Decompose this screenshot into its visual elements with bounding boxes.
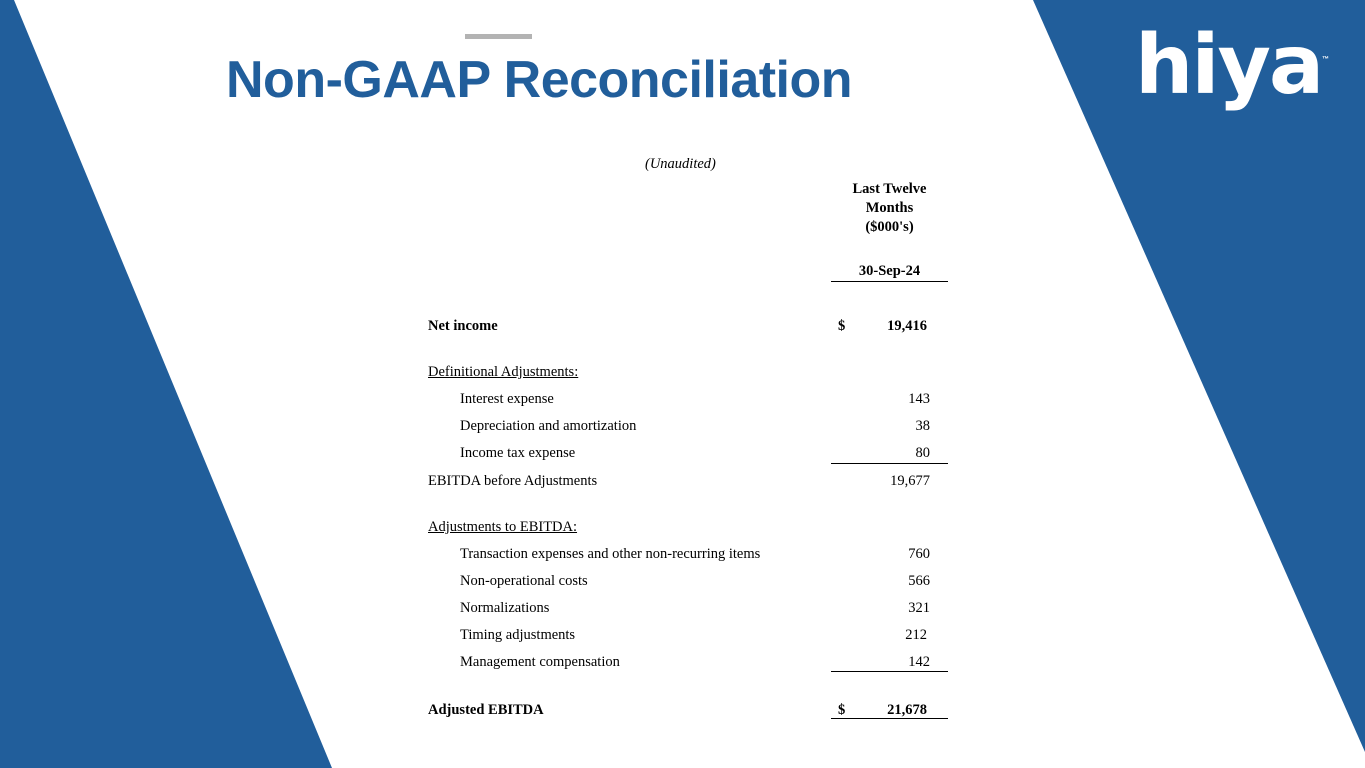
net-income-currency: $: [838, 318, 846, 334]
left-blue-shape: [0, 0, 332, 768]
row-label: Income tax expense: [460, 445, 576, 461]
adjusted-ebitda-value: 21,678: [887, 702, 927, 718]
row-value: 143: [908, 391, 930, 407]
row-value: 80: [915, 445, 931, 461]
row-value: 760: [908, 546, 930, 562]
title-accent-bar: [465, 34, 532, 39]
adjustments-header: Adjustments to EBITDA:: [428, 519, 578, 535]
adjusted-ebitda-label: Adjusted EBITDA: [428, 702, 544, 718]
subtotal-rule: [831, 463, 948, 464]
column-header-line1: Last Twelve: [852, 181, 927, 197]
row-value: 212: [905, 627, 927, 643]
row-label: Interest expense: [460, 391, 554, 407]
row-label: Depreciation and amortization: [460, 418, 637, 434]
total-rule: [831, 718, 948, 719]
adjusted-ebitda-currency: $: [838, 702, 846, 718]
header-rule: [831, 281, 948, 282]
row-value: 321: [908, 600, 930, 616]
row-label: Normalizations: [460, 600, 550, 616]
row-label: Timing adjustments: [460, 627, 576, 643]
trademark-mark: ™: [1322, 56, 1329, 63]
adjustments-rule: [831, 671, 948, 672]
definitional-header: Definitional Adjustments:: [428, 364, 579, 380]
row-value: 142: [908, 654, 930, 670]
page-title: Non-GAAP Reconciliation: [226, 51, 853, 109]
hiya-logo: hiya: [1135, 18, 1324, 113]
net-income-label: Net income: [428, 318, 498, 334]
row-label: Management compensation: [460, 654, 620, 670]
column-header-line3: ($000's): [865, 219, 914, 235]
unaudited-label: (Unaudited): [645, 156, 716, 172]
ebitda-before-value: 19,677: [890, 473, 930, 489]
net-income-value: 19,416: [887, 318, 927, 334]
row-label: Transaction expenses and other non-recur…: [460, 546, 761, 562]
right-blue-shape: [1033, 0, 1365, 752]
column-date: 30-Sep-24: [858, 263, 921, 279]
ebitda-before-label: EBITDA before Adjustments: [428, 473, 598, 489]
row-value: 566: [908, 573, 930, 589]
row-value: 38: [915, 418, 931, 434]
column-header-line2: Months: [865, 200, 914, 216]
row-label: Non-operational costs: [460, 573, 588, 589]
